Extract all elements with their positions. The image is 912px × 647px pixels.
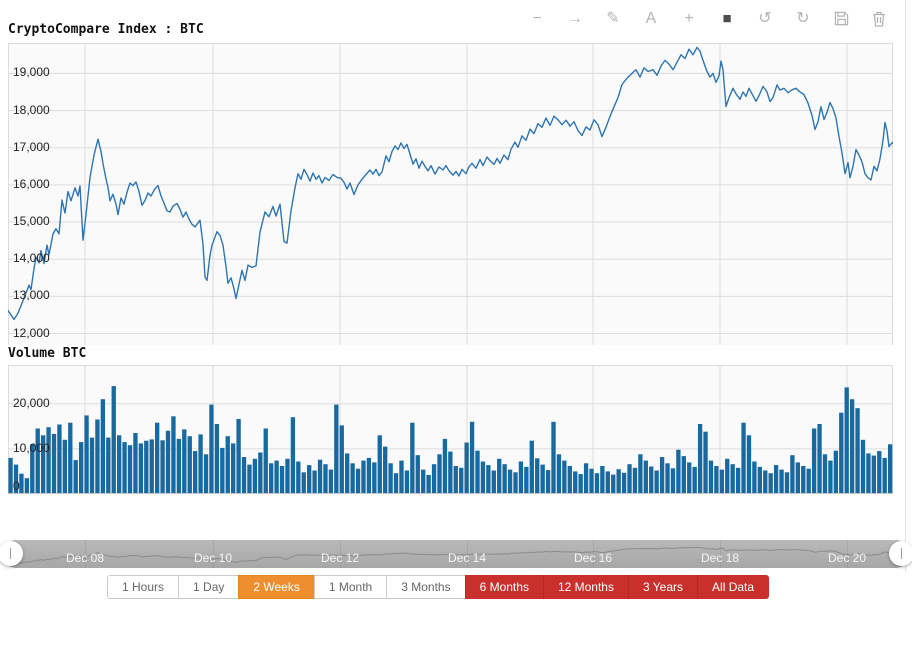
navigator-gridline: [720, 540, 721, 568]
trash-icon[interactable]: [870, 9, 888, 29]
price-tick-label: 18,000: [13, 102, 50, 117]
volume-tick-label: 0: [13, 479, 20, 493]
price-tick-label: 14,000: [13, 251, 50, 266]
range-button-group: 1 Hours 1 Day 2 Weeks 1 Month 3 Months 6 Mont…: [107, 575, 770, 599]
navigator-gridline: [467, 540, 468, 568]
navigator-date-label: Dec 20: [827, 551, 867, 565]
pencil-icon[interactable]: ✎: [606, 10, 620, 27]
navigator-date-label: Dec 18: [700, 551, 740, 565]
plus-icon[interactable]: +: [684, 10, 694, 27]
navigator-gridline: [213, 540, 214, 568]
range-button-3-months[interactable]: 3 Months: [386, 575, 466, 599]
navigator-left-handle[interactable]: [0, 541, 23, 566]
square-icon[interactable]: ■: [722, 10, 732, 27]
range-button-1-month[interactable]: 1 Month: [313, 575, 388, 599]
price-tick-label: 17,000: [13, 139, 50, 154]
navigator-date-label: Dec 10: [193, 551, 233, 565]
volume-chart-canvas: [8, 365, 893, 494]
navigator-date-label: Dec 16: [573, 551, 613, 565]
price-tick-label: 19,000: [13, 65, 50, 80]
price-tick-label: 13,000: [13, 288, 50, 303]
navigator-date-label: Dec 08: [65, 551, 105, 565]
horizontal-line-icon[interactable]: −: [532, 10, 542, 27]
redo-icon[interactable]: ↻: [796, 10, 810, 27]
navigator-gridline: [340, 540, 341, 568]
volume-tick-label: 10,000: [13, 440, 50, 455]
price-tick-label: 16,000: [13, 176, 50, 191]
volume-chart[interactable]: [8, 365, 893, 494]
text-icon[interactable]: A: [645, 10, 657, 27]
navigator-strip[interactable]: Dec 08 Dec 10 Dec 12 Dec 14 Dec 16 Dec 18 Dec …: [2, 540, 910, 568]
navigator-mini-chart: [7, 546, 894, 565]
price-tick-label: 15,000: [13, 214, 50, 229]
range-button-2-weeks[interactable]: 2 Weeks: [238, 575, 315, 599]
navigator-date-label: Dec 14: [447, 551, 487, 565]
range-button-all-data[interactable]: All Data: [697, 575, 770, 599]
range-button-6-months[interactable]: 6 Months: [464, 575, 544, 599]
price-chart[interactable]: [7, 43, 894, 345]
range-button-1-day[interactable]: 1 Day: [178, 575, 240, 599]
navigator-gridline: [847, 540, 848, 568]
price-tick-label: 12,000: [13, 325, 50, 340]
range-button-3-years[interactable]: 3 Years: [627, 575, 699, 599]
save-icon[interactable]: [832, 9, 850, 29]
widget-right-border: [905, 0, 906, 572]
chart-toolbar: − → ✎ A + ■ ↺ ↻: [528, 9, 888, 29]
range-button-1-hours[interactable]: 1 Hours: [107, 575, 180, 599]
range-button-12-months[interactable]: 12 Months: [542, 575, 629, 599]
navigator-gridline: [85, 540, 86, 568]
navigator-gridline: [593, 540, 594, 568]
volume-tick-label: 20,000: [13, 395, 50, 410]
undo-icon[interactable]: ↺: [758, 10, 772, 27]
navigator-right-handle[interactable]: [889, 541, 912, 566]
navigator-date-label: Dec 12: [320, 551, 360, 565]
arrow-icon[interactable]: →: [567, 10, 583, 27]
price-chart-canvas: [7, 43, 894, 345]
volume-chart-title: Volume BTC: [8, 346, 87, 361]
price-chart-title: CryptoCompare Index : BTC: [8, 22, 204, 37]
